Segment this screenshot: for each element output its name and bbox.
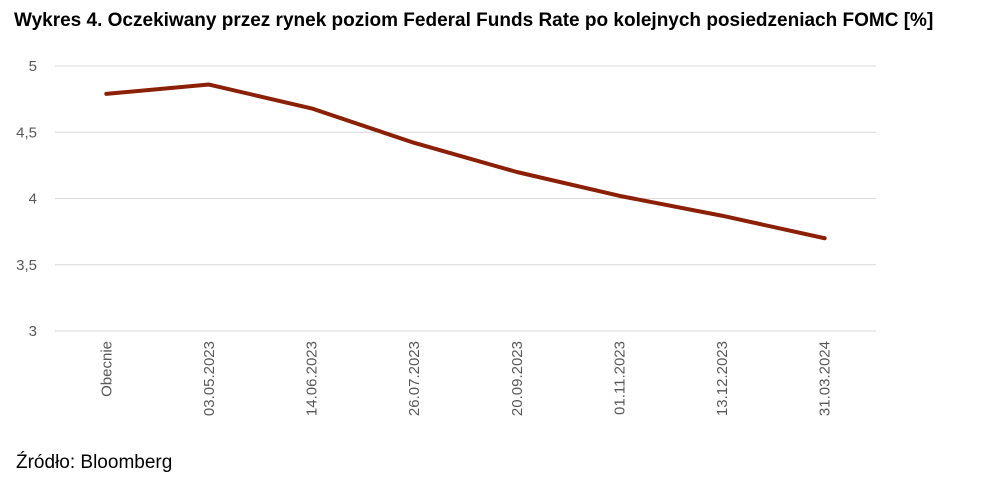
source-note: Źródło: Bloomberg <box>16 452 173 473</box>
x-tick-label: 14.06.2023 <box>304 341 321 416</box>
x-tick-label: 20.09.2023 <box>509 341 526 416</box>
series-line <box>104 82 827 241</box>
y-tick-label: 4 <box>29 191 37 208</box>
y-axis-ticks: 3 3,5 4 4,5 5 <box>16 58 37 340</box>
series-layer <box>104 82 827 241</box>
x-tick-label: 26.07.2023 <box>406 341 423 416</box>
x-tick-label: 03.05.2023 <box>201 341 218 416</box>
x-tick-label: 31.03.2024 <box>817 341 834 416</box>
chart-title: Wykres 4. Oczekiwany przez rynek poziom … <box>14 10 934 31</box>
x-axis-ticks: Obecnie 03.05.2023 14.06.2023 26.07.2023 20.… <box>98 341 833 416</box>
x-tick-label: 13.12.2023 <box>714 341 731 416</box>
gridlines <box>55 65 876 332</box>
y-tick-label: 3,5 <box>16 257 37 274</box>
x-tick-label: 01.11.2023 <box>611 341 628 415</box>
y-tick-label: 4,5 <box>16 124 37 141</box>
y-tick-label: 5 <box>29 58 37 75</box>
x-tick-label: Obecnie <box>98 341 115 397</box>
y-tick-label: 3 <box>29 323 37 340</box>
